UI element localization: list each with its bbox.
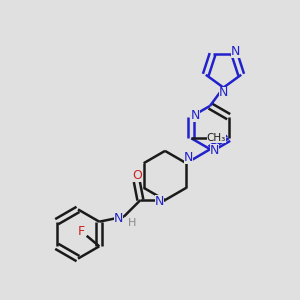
Text: N: N [114, 212, 123, 225]
Text: F: F [78, 225, 85, 238]
Text: CH₃: CH₃ [207, 133, 226, 143]
Text: N: N [210, 144, 219, 157]
Text: N: N [191, 109, 200, 122]
Text: H: H [128, 218, 136, 228]
Text: N: N [184, 151, 194, 164]
Text: N: N [155, 195, 164, 208]
Text: O: O [132, 169, 142, 182]
Text: N: N [231, 45, 241, 58]
Text: N: N [219, 86, 228, 100]
